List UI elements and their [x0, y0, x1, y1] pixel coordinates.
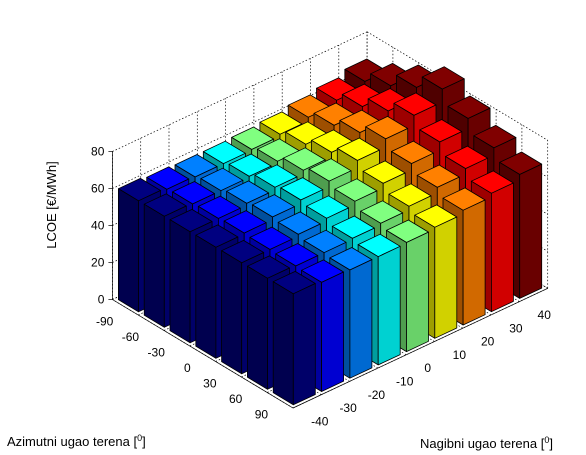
slope-tick-label: -20 [368, 388, 386, 402]
z-tick-label: 60 [91, 182, 105, 196]
azimuth-tick-label: -90 [96, 314, 114, 328]
slope-tick-label: 20 [481, 335, 495, 349]
azimuth-tick-label: -30 [148, 345, 166, 359]
azimuth-tick-label: 30 [203, 376, 217, 390]
bars [118, 58, 543, 406]
z-axis-label: LCOE [€/MWh] [44, 161, 59, 248]
azimuth-tick-label: 60 [229, 392, 243, 406]
z-tick-label: 20 [91, 256, 105, 270]
slope-tick-label: 40 [538, 308, 552, 322]
slope-tick-label: 30 [509, 321, 523, 335]
azimuth-tick-label: -60 [122, 330, 140, 344]
z-tick-label: 40 [91, 219, 105, 233]
tick-labels: 0 20 40 60 80 -90 -60 -30 0 30 60 90 -40 -30 -20 -10 0 10… [91, 145, 551, 429]
slope-tick-label: -10 [396, 374, 414, 388]
bar-slope-40-az-90 [499, 151, 543, 299]
azimuth-tick-label: 0 [184, 361, 191, 375]
slope-tick-label: 0 [424, 361, 431, 375]
x-axis-label: Azimutni ugao terena [0] [7, 433, 146, 449]
azimuth-tick-label: 90 [255, 407, 269, 421]
bar-slope--40-az-90 [272, 270, 316, 406]
y-axis-label: Nagibni ugao terena [0] [420, 435, 553, 451]
slope-tick-label: 10 [453, 348, 467, 362]
slope-tick-label: -30 [339, 401, 357, 415]
slope-tick-label: -40 [311, 414, 329, 428]
z-tick-label: 80 [91, 145, 105, 159]
z-tick-label: 0 [98, 293, 105, 307]
